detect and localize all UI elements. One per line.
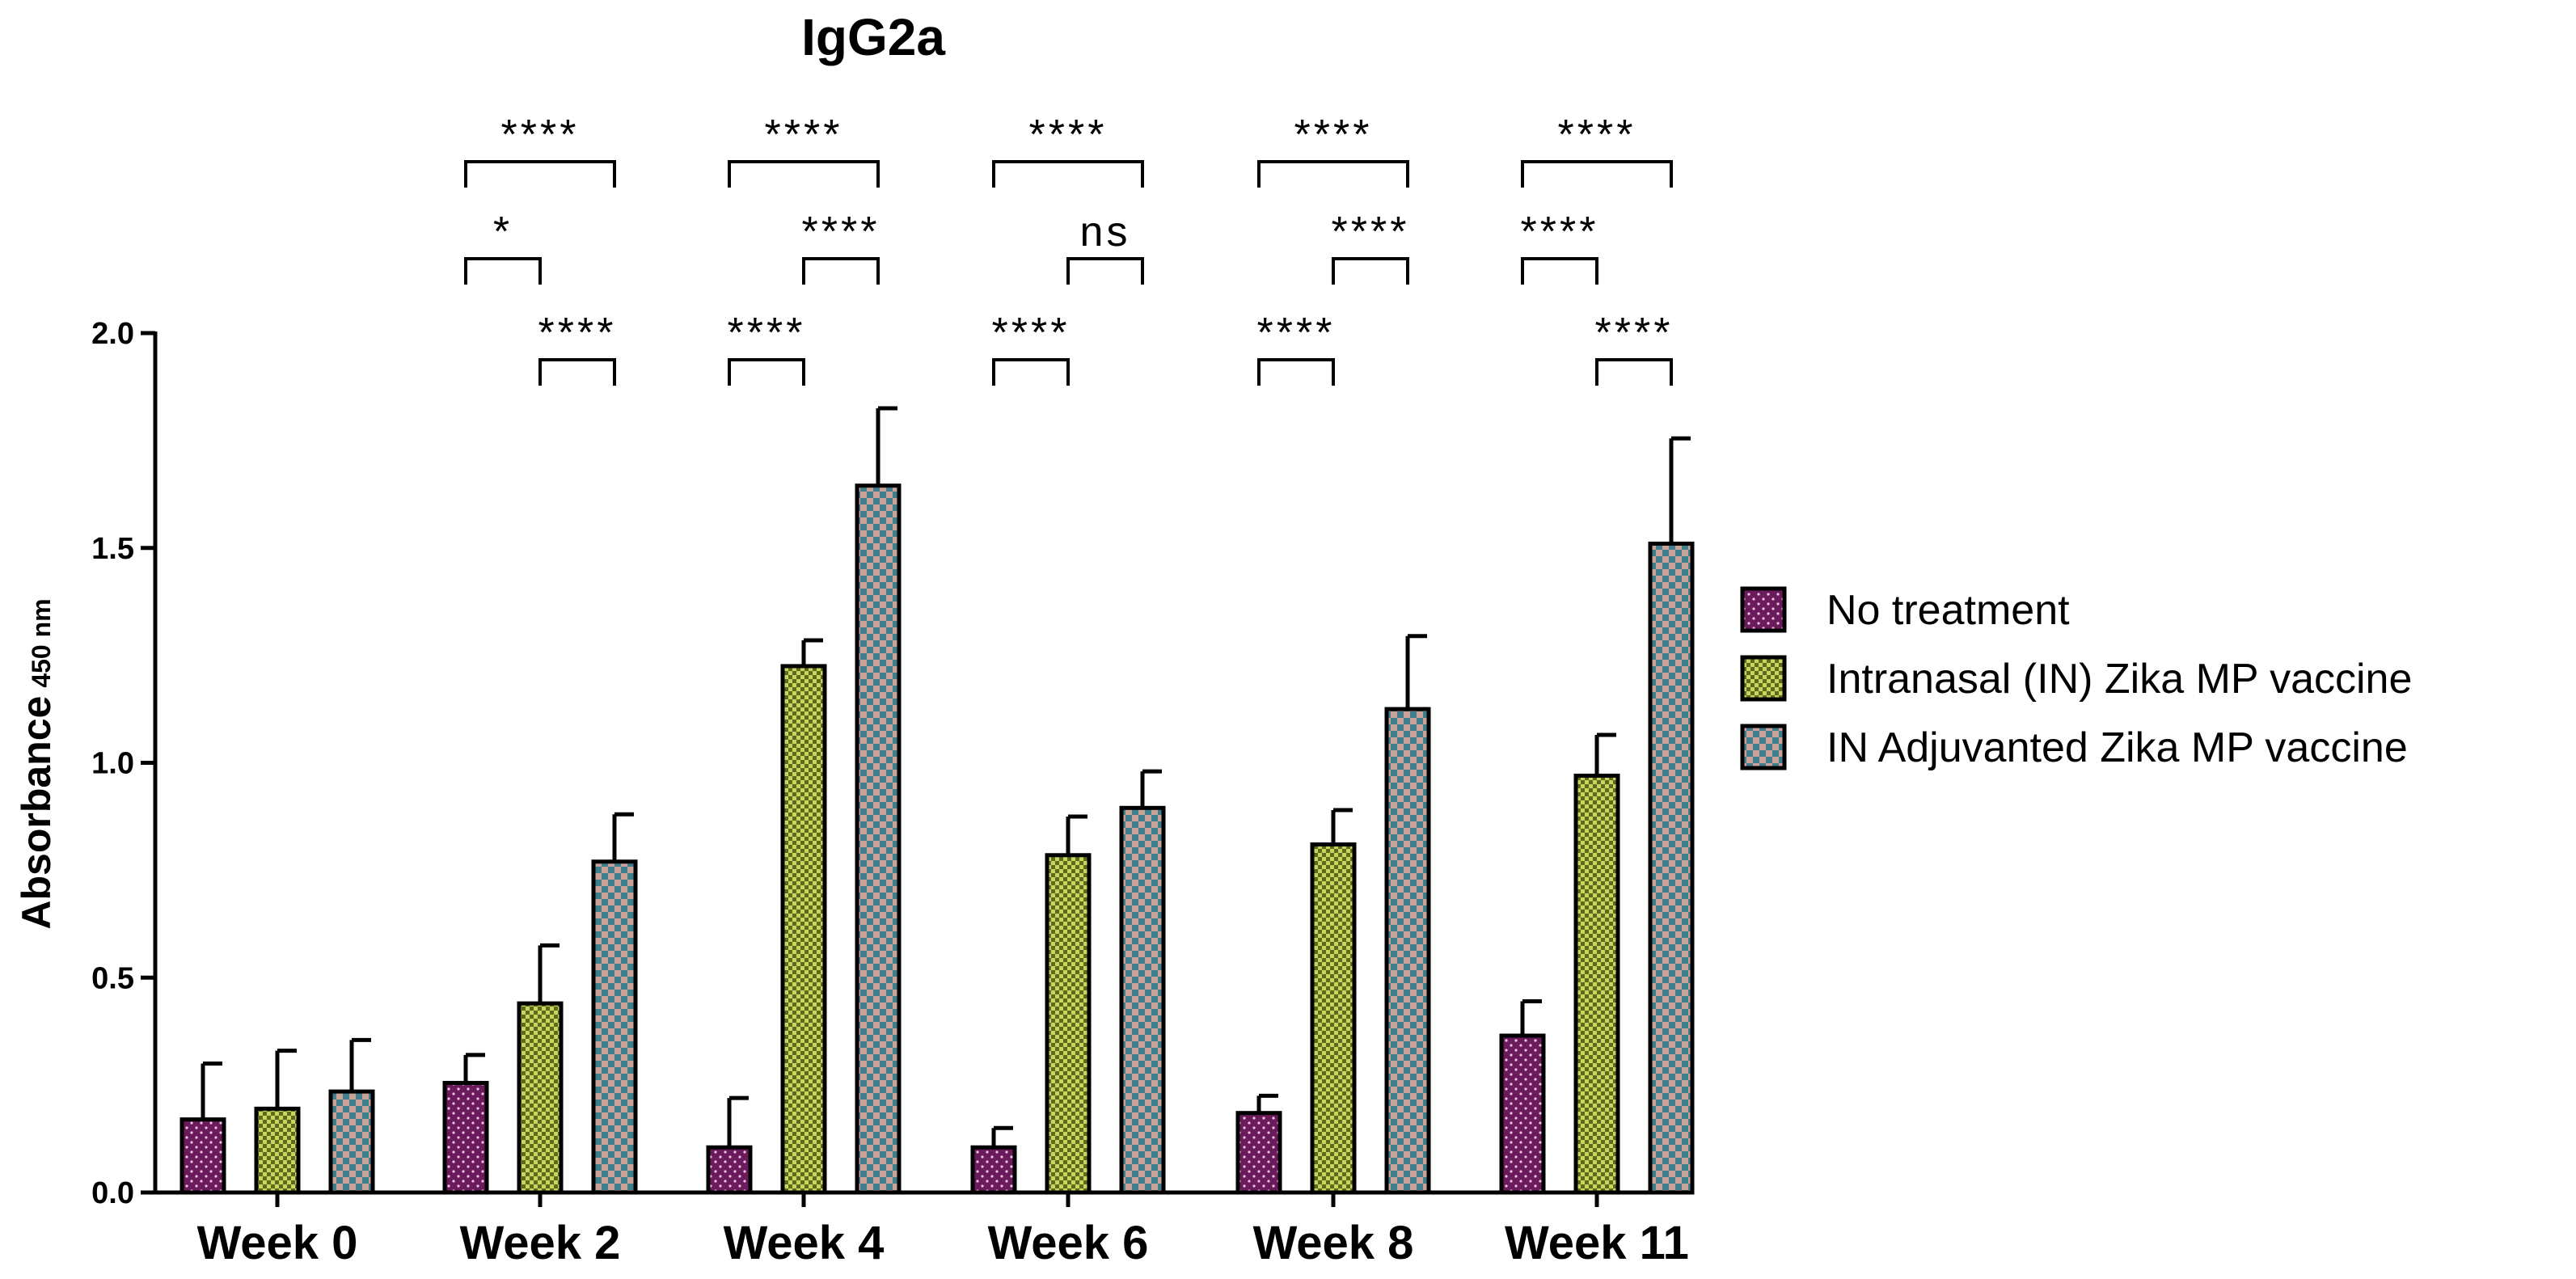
significance-bracket bbox=[728, 160, 880, 188]
x-axis-ticks: Week 0 Week 2 Week 4 Week 6 Week 8 Week 11 bbox=[197, 1192, 1689, 1269]
significance-label: **** bbox=[1294, 112, 1373, 158]
bar-1-week-8 bbox=[1235, 1111, 1282, 1195]
y-axis-label-subscript: 450 nm bbox=[27, 598, 56, 687]
significance-label: **** bbox=[1257, 310, 1336, 357]
bar-2-week-8 bbox=[1310, 842, 1357, 1195]
x-tick-label: Week 6 bbox=[988, 1217, 1149, 1269]
bar-3-week-2 bbox=[591, 859, 638, 1195]
y-tick-label: 1.5 bbox=[91, 532, 134, 566]
bars bbox=[179, 483, 1695, 1195]
significance-label: **** bbox=[1029, 112, 1108, 158]
significance-bracket bbox=[802, 257, 880, 285]
significance-bracket bbox=[1257, 160, 1409, 188]
significance-label: **** bbox=[765, 112, 843, 158]
legend-label-2: Intranasal (IN) Zika MP vaccine bbox=[1826, 656, 2412, 703]
significance-bracket bbox=[464, 160, 616, 188]
x-tick-label: Week 0 bbox=[197, 1217, 358, 1269]
error-bars bbox=[201, 406, 1691, 1148]
significance-label: **** bbox=[802, 209, 880, 255]
x-tick-label: Week 4 bbox=[724, 1217, 885, 1269]
y-axis-label-main: Absorbance bbox=[14, 696, 59, 930]
legend-label-3: IN Adjuvanted Zika MP vaccine bbox=[1826, 724, 2408, 771]
significance-bracket bbox=[538, 358, 616, 386]
significance-label: **** bbox=[1595, 310, 1674, 357]
x-tick-label: Week 8 bbox=[1253, 1217, 1414, 1269]
legend-swatch-3 bbox=[1740, 724, 1787, 770]
bar-2-week-4 bbox=[780, 664, 827, 1195]
bar-3-week-11 bbox=[1648, 541, 1695, 1195]
significance-bracket bbox=[1257, 358, 1335, 386]
significance-label: **** bbox=[1558, 112, 1636, 158]
bar-3-week-8 bbox=[1384, 707, 1431, 1195]
significance-label: * bbox=[493, 209, 513, 255]
significance-label: **** bbox=[1521, 209, 1599, 255]
significance-bracket bbox=[1521, 257, 1598, 285]
chart-title: IgG2a bbox=[801, 8, 945, 66]
significance-bracket bbox=[728, 358, 805, 386]
significance-label: **** bbox=[538, 310, 617, 357]
significance-label: **** bbox=[728, 310, 806, 357]
bar-3-week-6 bbox=[1119, 805, 1166, 1195]
significance-brackets: *************************ns*************… bbox=[464, 112, 1674, 386]
significance-bracket bbox=[464, 257, 542, 285]
y-tick-label: 1.0 bbox=[91, 747, 134, 781]
significance-label: **** bbox=[1332, 209, 1410, 255]
bar-3-week-4 bbox=[855, 483, 902, 1195]
x-tick-label: Week 11 bbox=[1505, 1217, 1689, 1269]
bar-2-week-11 bbox=[1573, 773, 1620, 1195]
y-tick-label: 0.5 bbox=[91, 961, 134, 995]
y-axis-label: Absorbance 450 nm bbox=[14, 598, 59, 929]
significance-label: **** bbox=[501, 112, 580, 158]
y-tick-label: 0.0 bbox=[91, 1176, 134, 1210]
legend: No treatment Intranasal (IN) Zika MP vacc… bbox=[1740, 586, 2412, 771]
bar-2-week-0 bbox=[254, 1106, 301, 1195]
bar-1-week-0 bbox=[179, 1117, 226, 1195]
legend-swatch-1 bbox=[1740, 586, 1787, 633]
significance-bracket bbox=[1521, 160, 1673, 188]
significance-bracket bbox=[1066, 257, 1144, 285]
bar-1-week-6 bbox=[970, 1145, 1017, 1195]
legend-label-1: No treatment bbox=[1826, 587, 2070, 634]
significance-label: **** bbox=[992, 310, 1071, 357]
significance-bracket bbox=[1595, 358, 1673, 386]
significance-bracket bbox=[992, 160, 1144, 188]
bar-1-week-11 bbox=[1499, 1033, 1546, 1195]
significance-label: ns bbox=[1080, 209, 1131, 255]
x-tick-label: Week 2 bbox=[460, 1217, 621, 1269]
bar-1-week-4 bbox=[706, 1145, 753, 1195]
y-tick-label: 2.0 bbox=[91, 317, 134, 351]
svg-text:Absorbance450 nm: Absorbance 450 nm bbox=[14, 598, 59, 929]
significance-bracket bbox=[1332, 257, 1409, 285]
significance-bracket bbox=[992, 358, 1070, 386]
bar-3-week-0 bbox=[328, 1089, 375, 1195]
bar-1-week-2 bbox=[442, 1080, 489, 1195]
bar-2-week-6 bbox=[1045, 853, 1092, 1195]
legend-swatch-2 bbox=[1740, 655, 1787, 702]
bar-2-week-2 bbox=[517, 1001, 564, 1195]
